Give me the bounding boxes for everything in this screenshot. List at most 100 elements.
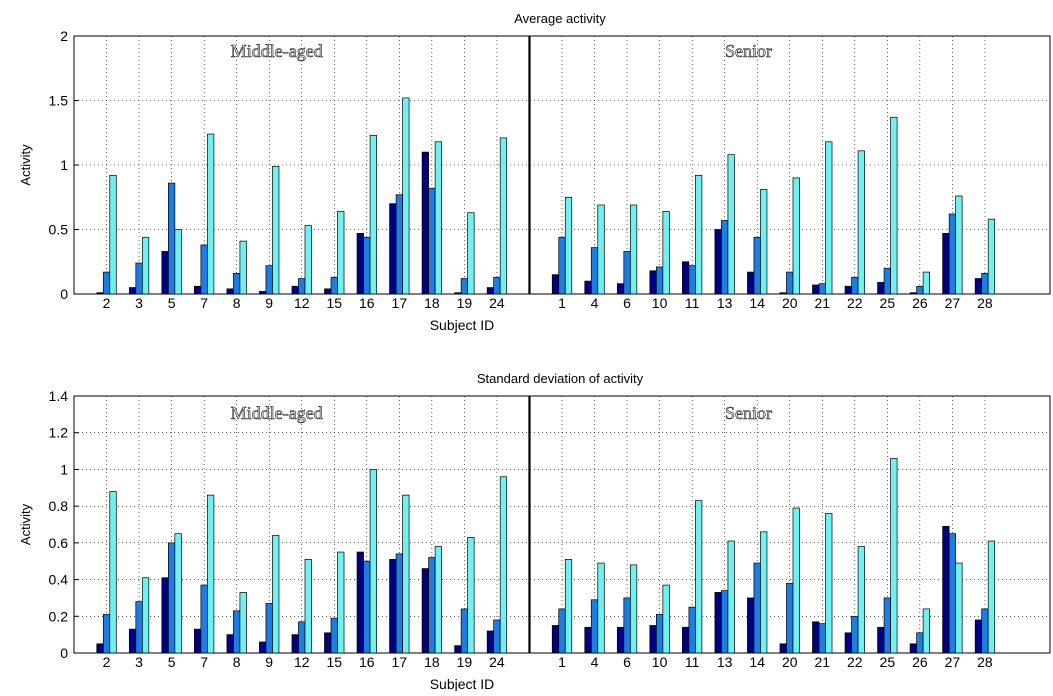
- bar: [753, 236, 761, 295]
- bar: [818, 623, 826, 654]
- bar: [207, 494, 215, 654]
- bar: [779, 643, 787, 654]
- bar: [760, 531, 768, 654]
- y-axis-label: Activity: [18, 144, 33, 186]
- x-tick-label: 19: [457, 295, 473, 311]
- bar: [812, 284, 820, 295]
- bar: [356, 551, 364, 654]
- x-tick-label: 4: [591, 295, 599, 311]
- y-axis-label: Activity: [18, 503, 33, 545]
- bar: [298, 621, 306, 654]
- bar: [825, 141, 833, 295]
- x-tick-label: 25: [880, 295, 896, 311]
- y-tick-label: 1: [60, 157, 68, 173]
- bar: [363, 560, 371, 654]
- x-tick-label: 26: [912, 295, 928, 311]
- y-tick-label: 0.6: [49, 535, 69, 551]
- bar: [649, 625, 657, 654]
- x-tick-label: 9: [265, 654, 273, 670]
- chart-title: Standard deviation of activity: [477, 371, 644, 386]
- bar: [597, 204, 605, 295]
- bar: [558, 236, 566, 295]
- x-tick-label: 14: [749, 295, 765, 311]
- bar: [402, 97, 410, 295]
- chart-title: Average activity: [514, 11, 606, 26]
- bar: [499, 137, 508, 295]
- x-tick-label: 19: [457, 654, 473, 670]
- bar: [714, 229, 722, 295]
- bar: [434, 141, 442, 295]
- y-tick-label: 0.8: [49, 498, 69, 514]
- bar: [493, 619, 501, 654]
- bar: [200, 584, 208, 654]
- bar: [981, 273, 989, 295]
- bar: [909, 643, 917, 654]
- bar: [721, 220, 729, 295]
- bar: [369, 469, 377, 654]
- bar: [877, 626, 885, 654]
- x-tick-label: 25: [880, 654, 896, 670]
- x-tick-label: 8: [233, 654, 241, 670]
- bar: [389, 559, 397, 654]
- bar: [779, 292, 787, 295]
- x-tick-label: 27: [945, 295, 961, 311]
- bar: [974, 619, 983, 654]
- bar: [649, 270, 657, 295]
- x-axis-label: Subject ID: [430, 676, 495, 691]
- x-tick-label: 13: [717, 295, 733, 311]
- bar: [135, 262, 143, 295]
- bar: [753, 562, 761, 654]
- x-tick-label: 2: [103, 654, 111, 670]
- bar: [623, 251, 631, 295]
- bar: [987, 540, 996, 654]
- bar: [128, 287, 137, 295]
- bar: [851, 615, 859, 654]
- bar: [590, 599, 599, 654]
- bar: [194, 628, 202, 654]
- x-tick-label: 24: [489, 295, 505, 311]
- bar: [584, 280, 592, 295]
- bar: [304, 559, 312, 654]
- bar: [987, 218, 996, 295]
- x-tick-label: 28: [977, 295, 993, 311]
- bar: [948, 213, 957, 295]
- bar: [421, 151, 429, 295]
- x-tick-label: 22: [847, 654, 863, 670]
- bar: [844, 285, 852, 295]
- bar: [174, 229, 182, 295]
- x-axis-label: Subject ID: [430, 317, 495, 333]
- bar: [389, 203, 397, 295]
- bar: [141, 577, 150, 654]
- bar: [655, 266, 664, 295]
- bar: [486, 630, 495, 654]
- bar: [291, 285, 299, 295]
- bar: [922, 271, 930, 295]
- bar: [551, 274, 560, 295]
- bar: [942, 233, 950, 295]
- x-tick-label: 1: [558, 295, 566, 311]
- bar: [324, 632, 332, 654]
- x-tick-label: 15: [326, 654, 342, 670]
- x-tick-label: 5: [168, 295, 176, 311]
- x-tick-label: 18: [424, 654, 440, 670]
- bar: [942, 525, 950, 654]
- bar: [102, 614, 111, 654]
- bar: [890, 458, 898, 654]
- x-tick-label: 1: [558, 654, 566, 670]
- bar: [551, 625, 560, 654]
- x-tick-label: 11: [685, 295, 700, 311]
- bar: [629, 204, 638, 295]
- bar: [226, 288, 234, 295]
- bar: [395, 553, 403, 654]
- bar: [330, 276, 338, 295]
- bar: [493, 276, 501, 295]
- x-tick-label: 17: [392, 295, 408, 311]
- group-label-senior: Senior: [725, 403, 772, 423]
- bar: [682, 626, 690, 654]
- x-tick-label: 10: [652, 654, 668, 670]
- bar: [239, 240, 247, 295]
- bar: [727, 540, 735, 654]
- bar: [844, 632, 852, 654]
